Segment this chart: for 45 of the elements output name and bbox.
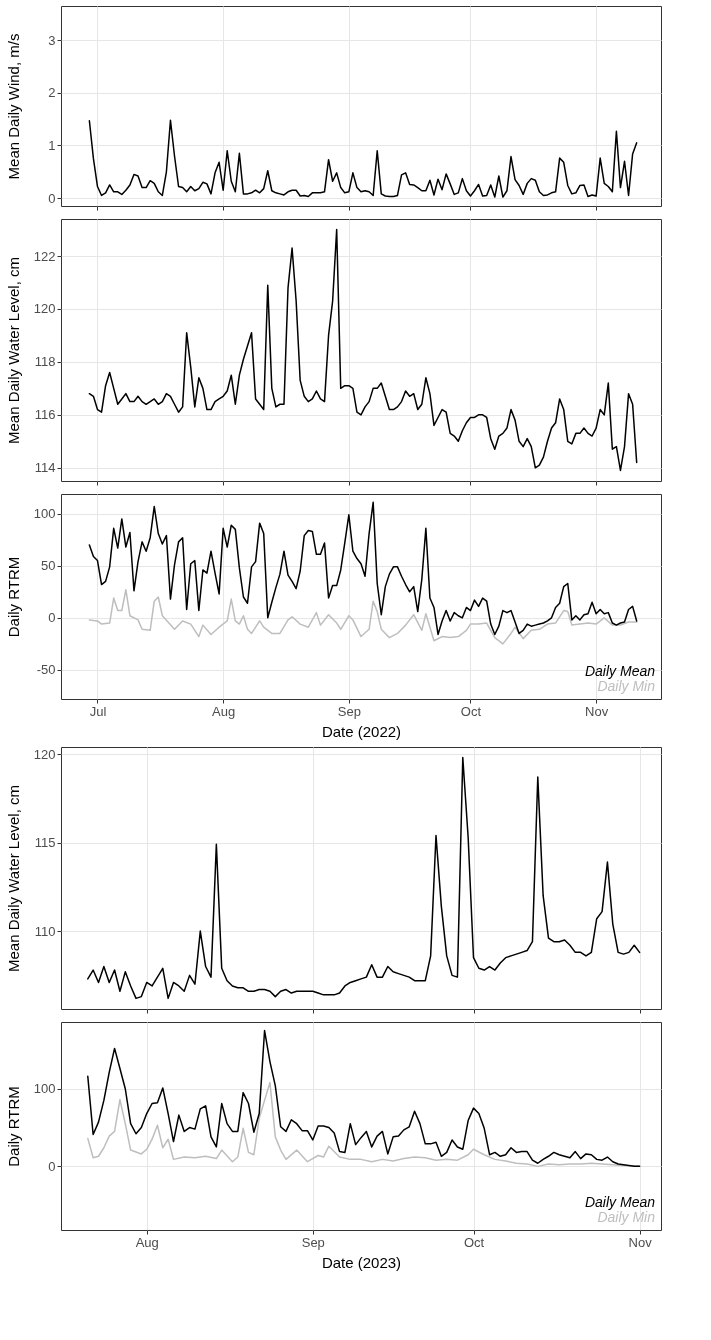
- x-tick-label: Oct: [463, 1234, 485, 1250]
- y-tick-label: 0: [48, 1158, 56, 1174]
- line-series: [88, 588, 638, 645]
- x-axis-title: Date (2023): [321, 1253, 402, 1271]
- y-tick-label: 3: [48, 32, 56, 48]
- x-tick-label: Nov: [585, 703, 609, 719]
- text: Daily Mean: [584, 663, 656, 679]
- y-tick-label: 100: [33, 1081, 56, 1097]
- y-tick-label: 110: [34, 923, 56, 939]
- text: Daily Mean: [584, 1194, 656, 1210]
- line-series: [87, 756, 641, 1000]
- y-tick-label: 2: [48, 85, 56, 101]
- line-series: [87, 1029, 641, 1168]
- x-tick-label: Aug: [135, 1234, 159, 1250]
- x-tick-label: Jul: [89, 703, 107, 719]
- y-axis-title: Mean Daily Wind, m/s: [4, 33, 22, 180]
- line-series: [88, 228, 638, 472]
- y-tick-label: 1: [48, 137, 56, 153]
- y-axis-title: Mean Daily Water Level, cm: [4, 256, 22, 445]
- y-tick-label: 122: [33, 248, 56, 264]
- y-tick-label: 0: [48, 190, 56, 206]
- x-tick-label: Oct: [460, 703, 482, 719]
- y-tick-label: 0: [48, 610, 56, 626]
- y-axis-title: Daily RTRM: [4, 1086, 22, 1167]
- y-tick-label: 118: [34, 354, 56, 370]
- line-series: [87, 1081, 641, 1168]
- x-axis-title: Date (2022): [321, 722, 402, 740]
- y-tick-label: 120: [33, 301, 56, 317]
- text: Daily Min: [597, 678, 656, 694]
- y-tick-label: 115: [34, 835, 56, 851]
- y-tick-label: 116: [34, 407, 56, 423]
- y-tick-label: 120: [33, 746, 56, 762]
- y-axis-title: Daily RTRM: [4, 556, 22, 638]
- line-series: [88, 501, 638, 636]
- y-tick-label: 50: [41, 558, 56, 574]
- y-tick-label: 114: [34, 460, 56, 476]
- x-tick-label: Nov: [628, 1234, 653, 1250]
- x-tick-label: Sep: [301, 1234, 325, 1250]
- y-tick-label: -50: [36, 662, 56, 678]
- x-tick-label: Sep: [337, 703, 361, 719]
- line-series: [88, 119, 638, 198]
- y-tick-label: 100: [33, 506, 56, 522]
- y-axis-title: Mean Daily Water Level, cm: [4, 784, 22, 973]
- x-tick-label: Aug: [212, 703, 236, 719]
- text: Daily Min: [597, 1209, 656, 1225]
